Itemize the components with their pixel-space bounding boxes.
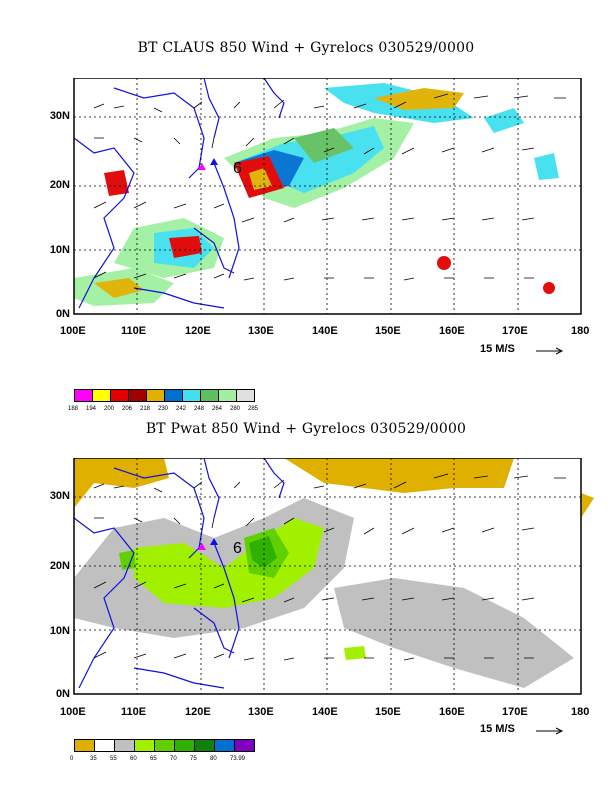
colorbar-swatch [234, 739, 255, 752]
lat-lon-grid [74, 458, 581, 694]
panel2-map [73, 458, 594, 695]
colorbar-swatch [110, 389, 129, 402]
colorbar-label: 60 [130, 756, 137, 762]
panel1-ytick-20n: 20N [49, 179, 70, 191]
panel1-map [73, 78, 582, 315]
panel2-xtick-180: 180 [571, 706, 590, 718]
panel1-ytick-10n: 10N [49, 244, 70, 256]
panel2-ytick-10n: 10N [49, 625, 70, 637]
panel1-ytick-0n: 0N [55, 308, 70, 320]
panel2-xtick-130e: 130E [248, 706, 274, 718]
panel1-storm-label: 6 [233, 160, 242, 177]
colorbar-label: 285 [248, 406, 259, 412]
colorbar-swatch [154, 739, 175, 752]
colorbar-swatch [74, 389, 93, 402]
precip-water-shading [74, 458, 594, 688]
colorbar-label: 242 [176, 406, 187, 412]
colorbar-swatch [194, 739, 215, 752]
panel2-scale-label: 15 M/S [480, 723, 515, 735]
panel1-xtick-180: 180 [571, 325, 590, 337]
colorbar-swatch [214, 739, 235, 752]
colorbar-label: 35 [90, 756, 97, 762]
wind-vectors [93, 473, 566, 661]
lat-lon-grid [74, 78, 581, 314]
colorbar-swatch [74, 739, 95, 752]
panel1-xtick-110e: 110E [121, 325, 147, 337]
colorbar-label: 264 [212, 406, 223, 412]
panel2-storm-label: 6 [233, 540, 242, 557]
panel2-title: BT Pwat 850 Wind + Gyrelocs 030529/0000 [145, 421, 467, 437]
panel2-xtick-170e: 170E [502, 706, 528, 718]
colorbar-label: 248 [194, 406, 205, 412]
panel1-title: BT CLAUS 850 Wind + Gyrelocs 030529/0000 [137, 40, 475, 56]
panel1-xtick-170e: 170E [502, 325, 528, 337]
panel2-ytick-30n: 30N [49, 490, 70, 502]
colorbar-label: 70 [170, 756, 177, 762]
panel1-ytick-30n: 30N [49, 110, 70, 122]
panel2-xtick-140e: 140E [312, 706, 338, 718]
colorbar-label: 194 [86, 406, 97, 412]
cloud-field-shading [74, 83, 559, 306]
colorbar-swatch [164, 389, 183, 402]
wind-vectors [93, 93, 566, 281]
colorbar-swatch [218, 389, 237, 402]
panel1-xtick-130e: 130E [248, 325, 274, 337]
colorbar-label: 200 [104, 406, 115, 412]
panel1-scale-arrow [536, 347, 564, 355]
panel2-scale-arrow [536, 727, 564, 735]
panel1-xtick-140e: 140E [312, 325, 338, 337]
panel2-ytick-0n: 0N [55, 688, 70, 700]
colorbar-label: 230 [158, 406, 169, 412]
panel1-xtick-160e: 160E [439, 325, 465, 337]
colorbar-label: 65 [150, 756, 157, 762]
panel1-colorbar [74, 389, 255, 402]
colorbar-label: 73.99 [230, 756, 246, 762]
panel1-xtick-100e: 100E [60, 325, 86, 337]
colorbar-swatch [200, 389, 219, 402]
colorbar-label: 80 [210, 756, 217, 762]
panel2-ytick-20n: 20N [49, 560, 70, 572]
panel2-xtick-120e: 120E [185, 706, 211, 718]
colorbar-swatch [134, 739, 155, 752]
panel1-scale-label: 15 M/S [480, 343, 515, 355]
colorbar-swatch [94, 739, 115, 752]
colorbar-label: 0 [70, 756, 74, 762]
colorbar-label: 280 [230, 406, 241, 412]
panel2-xtick-110e: 110E [121, 706, 147, 718]
colorbar-swatch [236, 389, 255, 402]
panel1-xtick-120e: 120E [185, 325, 211, 337]
colorbar-label: 218 [140, 406, 151, 412]
gyre-location-markers [198, 158, 218, 170]
panel2-colorbar [74, 739, 255, 752]
colorbar-swatch [114, 739, 135, 752]
panel2-xtick-100e: 100E [60, 706, 86, 718]
colorbar-swatch [128, 389, 147, 402]
gyre-location-markers [198, 538, 218, 550]
panel1-xtick-150e: 150E [375, 325, 401, 337]
panel2-xtick-150e: 150E [375, 706, 401, 718]
panel2-xtick-160e: 160E [439, 706, 465, 718]
colorbar-swatch [174, 739, 195, 752]
colorbar-swatch [182, 389, 201, 402]
colorbar-swatch [146, 389, 165, 402]
colorbar-label: 75 [190, 756, 197, 762]
colorbar-label: 55 [110, 756, 117, 762]
colorbar-label: 206 [122, 406, 133, 412]
colorbar-swatch [92, 389, 111, 402]
colorbar-label: 188 [68, 406, 79, 412]
